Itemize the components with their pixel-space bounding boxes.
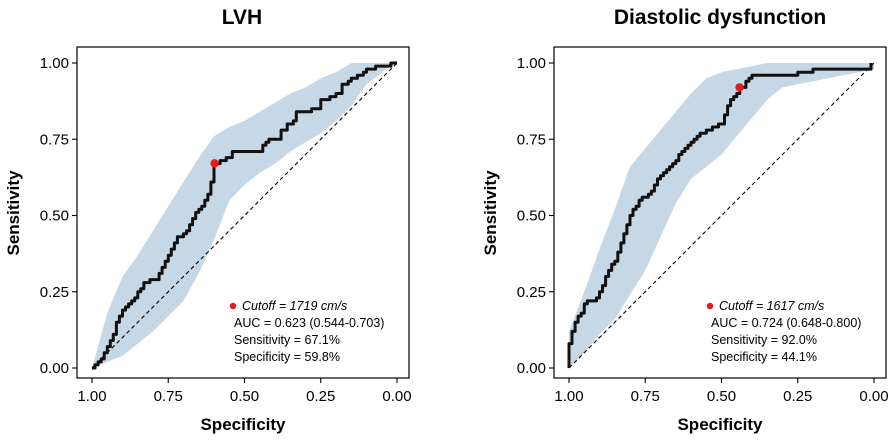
- x-axis: 1.00 0.75 0.50 0.25 0.00: [77, 378, 412, 405]
- reference-diagonal: [568, 62, 875, 369]
- annotation-sensitivity: Sensitivity = 67.1%: [234, 333, 340, 347]
- chart-panel-diastolic-dysfunction: Diastolic dysfunction 0.000.250.500.751.…: [481, 6, 889, 434]
- annotation-specificity: Specificity = 44.1%: [711, 350, 817, 364]
- y-tick-label: 0.25: [40, 284, 69, 301]
- annotation-cutoff: Cutoff = 1719 cm/s: [242, 299, 347, 313]
- reference-diagonal: [91, 62, 398, 369]
- y-axis-label: Sensitivity: [4, 170, 23, 256]
- cutoff-point: [735, 83, 744, 92]
- x-tick-label: 0.75: [154, 388, 183, 405]
- x-axis-label: Specificity: [677, 415, 763, 434]
- y-tick-label: 0.75: [517, 131, 546, 148]
- x-tick-label: 0.00: [859, 388, 888, 405]
- y-tick-label: 0.75: [40, 131, 69, 148]
- annotation-auc: AUC = 0.623 (0.544-0.703): [234, 316, 384, 330]
- chart-title: LVH: [222, 6, 262, 29]
- y-axis-label: Sensitivity: [481, 170, 500, 256]
- cutoff-point: [210, 159, 219, 168]
- x-tick-label: 0.75: [631, 388, 660, 405]
- y-tick-label: 0.25: [517, 284, 546, 301]
- y-axis: 0.00 0.25 0.50 0.75 1.00: [517, 55, 554, 377]
- x-tick-label: 0.25: [783, 388, 812, 405]
- y-tick-label: 1.00: [517, 55, 546, 72]
- y-tick-label: 0.00: [40, 360, 69, 377]
- x-axis: 1.00 0.75 0.50 0.25 0.00: [554, 378, 889, 405]
- plot-frame: [76, 46, 410, 379]
- plot-area: [567, 62, 875, 369]
- plot-frame: [553, 46, 887, 379]
- annotation-auc: AUC = 0.724 (0.648-0.800): [711, 316, 861, 330]
- annotation-specificity: Specificity = 59.8%: [234, 350, 340, 364]
- x-tick-label: 1.00: [77, 388, 106, 405]
- x-tick-label: 0.50: [230, 388, 259, 405]
- y-tick-label: 0.50: [40, 208, 69, 225]
- annotation: Cutoff = 1719 cm/s AUC = 0.623 (0.544-0.…: [229, 299, 384, 364]
- annotation-sensitivity: Sensitivity = 92.0%: [711, 333, 817, 347]
- annotation: Cutoff = 1617 cm/s AUC = 0.724 (0.648-0.…: [706, 299, 861, 364]
- roc-curve: [92, 61, 397, 370]
- y-axis: 0.00 0.25 0.50 0.75 1.00: [40, 55, 77, 377]
- y-tick-label: 0.00: [517, 360, 546, 377]
- cutoff-legend-dot: [706, 302, 714, 310]
- chart-panel-lvh: LVH 0.00 0.25 0.50 0.75 1.00 1.00 0.75 0.50 0.2…: [4, 6, 412, 434]
- y-tick-label: 0.50: [517, 208, 546, 225]
- cutoff-legend-dot: [229, 302, 237, 310]
- x-tick-label: 0.25: [306, 388, 335, 405]
- annotation-cutoff: Cutoff = 1617 cm/s: [719, 299, 824, 313]
- x-tick-label: 1.00: [554, 388, 583, 405]
- x-axis-label: Specificity: [200, 415, 286, 434]
- x-tick-label: 0.50: [707, 388, 736, 405]
- plot-area: [91, 61, 398, 370]
- x-tick-label: 0.00: [382, 388, 411, 405]
- y-tick-label: 1.00: [40, 55, 69, 72]
- chart-title: Diastolic dysfunction: [614, 6, 826, 29]
